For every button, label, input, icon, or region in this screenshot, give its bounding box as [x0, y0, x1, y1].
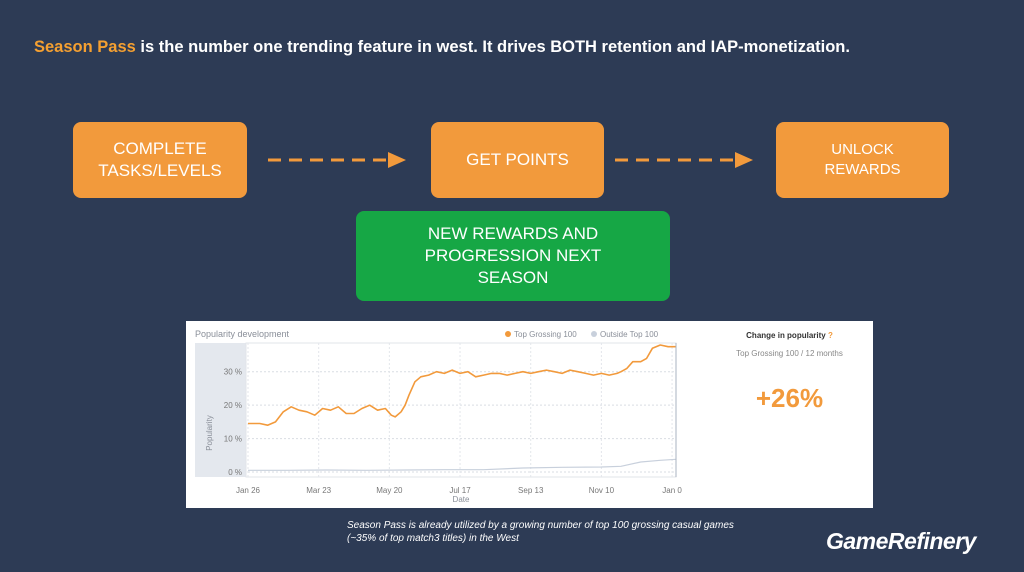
gamerefinery-logo: GameRefinery [826, 528, 976, 554]
legend-marker-top-grossing [505, 331, 511, 337]
headline-rest: is the number one trending feature in we… [135, 38, 850, 56]
y-tick-label: 0 % [228, 468, 242, 477]
flow-step-1-label: COMPLETE TASKS/LEVELS [98, 139, 222, 180]
y-tick-labels: 0 % 10 % 20 % 30 % [224, 368, 242, 477]
chart-title: Popularity development [195, 329, 290, 339]
popularity-chart-panel: Popularity development Top Grossing 100 … [186, 321, 873, 508]
headline-highlight: Season Pass [34, 38, 136, 56]
change-value: +26% [755, 383, 824, 413]
x-tick-label: Jan 26 [236, 486, 261, 495]
change-subtitle: Top Grossing 100 / 12 months [736, 349, 843, 358]
y-tick-label: 20 % [224, 401, 242, 410]
caption: Season Pass is already utilized by a gro… [347, 520, 734, 544]
y-tick-label: 30 % [224, 368, 242, 377]
y-tick-label: 10 % [224, 435, 242, 444]
x-tick-label: Nov 10 [589, 486, 615, 495]
change-title: Change in popularity ? [706, 331, 873, 340]
flow-step-2-label: GET POINTS [466, 150, 569, 169]
chart-y-band [195, 343, 246, 477]
change-title-text: Change in popularity [746, 331, 826, 340]
popularity-chart: Popularity development Top Grossing 100 … [195, 329, 682, 504]
flow-step-unlock-rewards: UNLOCK REWARDS [776, 122, 949, 198]
x-tick-label: Mar 23 [306, 486, 331, 495]
flow-loop-next-season: NEW REWARDS AND PROGRESSION NEXT SEASON [356, 211, 670, 301]
x-tick-label: Jan 0 [662, 486, 682, 495]
headline: Season Pass is the number one trending f… [34, 38, 850, 57]
series-lines [248, 344, 677, 471]
series-line-top-grossing-100 [248, 344, 676, 426]
flow-step-get-points: GET POINTS [431, 122, 604, 198]
flow-arrow-1 [268, 152, 406, 168]
legend-label-top-grossing[interactable]: Top Grossing 100 [514, 330, 577, 339]
flow-step-complete-tasks: COMPLETE TASKS/LEVELS [73, 122, 247, 198]
x-tick-label: Sep 13 [518, 486, 544, 495]
popularity-change-card: Change in popularity ? Top Grossing 100 … [706, 321, 873, 508]
flow-loop-label: NEW REWARDS AND PROGRESSION NEXT SEASON [424, 224, 602, 287]
grid-lines [247, 343, 676, 477]
y-axis-label: Popularity [205, 415, 214, 451]
legend-label-outside[interactable]: Outside Top 100 [600, 330, 659, 339]
help-icon[interactable]: ? [827, 331, 833, 340]
flow-step-3-label: UNLOCK REWARDS [824, 141, 901, 178]
x-tick-label: Jul 17 [449, 486, 471, 495]
x-tick-label: May 20 [376, 486, 403, 495]
x-tick-labels: Jan 26 Mar 23 May 20 Jul 17 Sep 13 Nov 10 Jan … [236, 486, 682, 495]
legend-marker-outside [591, 331, 597, 337]
x-axis-label: Date [453, 495, 470, 504]
plot-area [245, 342, 677, 478]
series-line-outside-top-100 [248, 458, 677, 471]
flow-arrow-2 [615, 152, 753, 168]
